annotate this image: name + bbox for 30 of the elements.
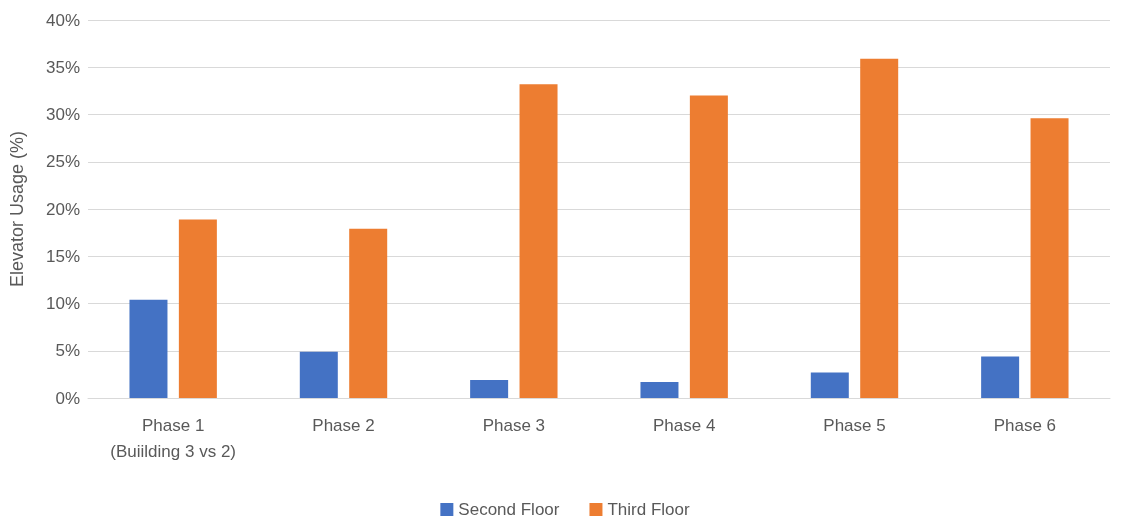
bar: [860, 58, 899, 398]
bar: [1030, 118, 1069, 398]
y-tick-label: 5%: [55, 341, 80, 361]
y-tick-label: 20%: [45, 199, 80, 219]
bar: [810, 372, 849, 398]
bar: [640, 381, 679, 398]
bar: [519, 84, 558, 398]
bar: [689, 95, 728, 398]
y-axis-title: Elevator Usage (%): [7, 130, 27, 288]
bar: [299, 351, 338, 398]
y-tick-label: 35%: [45, 57, 80, 77]
x-tick-label: Phase 4: [652, 415, 716, 435]
y-tick-label: 40%: [45, 10, 80, 30]
y-tick-label: 25%: [45, 152, 80, 172]
y-tick-label: 15%: [45, 246, 80, 266]
x-tick-label: Phase 1 (Buiilding 3 vs 2): [110, 415, 236, 461]
y-tick-label: 0%: [55, 388, 80, 408]
legend-label: Third Floor: [607, 500, 690, 519]
bar: [129, 299, 168, 398]
legend-label: Second Floor: [458, 500, 560, 519]
bar: [178, 219, 217, 398]
x-tick-label: Phase 6: [993, 415, 1057, 435]
x-tick-label: Phase 5: [823, 415, 886, 435]
bar: [981, 356, 1020, 398]
bar: [349, 228, 388, 398]
x-tick-label: Phase 3: [482, 415, 546, 435]
y-tick-label: 30%: [45, 105, 80, 124]
x-tick-label: Phase 2: [312, 415, 375, 435]
y-tick-label: 10%: [45, 294, 80, 313]
bar: [470, 380, 509, 398]
